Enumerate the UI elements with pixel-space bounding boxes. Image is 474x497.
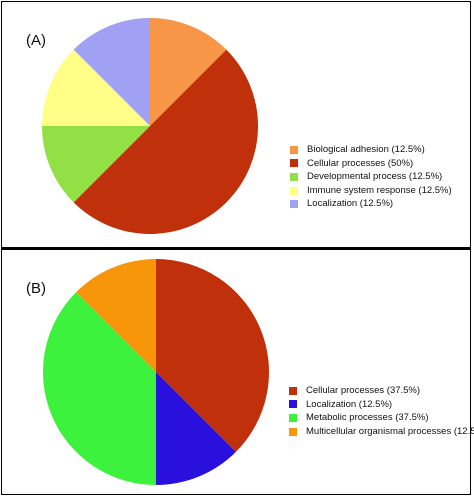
legend-swatch — [289, 386, 297, 395]
pie-chart-a — [42, 18, 258, 235]
legend-label: Metabolic processes (37.5%) — [306, 412, 429, 424]
pie-slice-biological-adhesion — [150, 18, 227, 126]
pie-slice-immune-system-response — [42, 49, 150, 126]
pie-slice-cellular-processes — [156, 259, 269, 452]
legend-label: Cellular processes (37.5%) — [306, 385, 421, 396]
legend-swatch — [290, 172, 298, 181]
legend-swatch — [290, 159, 298, 168]
legend-a-item: Cellular processes (50%) — [290, 157, 452, 171]
legend-label: Multicellular organismal processes (12.5… — [306, 425, 474, 437]
legend-a-item: Localization (12.5%) — [290, 197, 452, 211]
panel-b-label: (B) — [26, 280, 46, 297]
legend-b-item: Multicellular organismal processes (12.5… — [289, 425, 474, 439]
legend-label: Localization (12.5%) — [307, 198, 394, 210]
legend-b-item: Cellular processes (37.5%) — [289, 384, 474, 398]
legend-label: Localization (12.5%) — [306, 398, 393, 410]
legend-swatch — [289, 427, 297, 436]
legend-b-item: Localization (12.5%) — [289, 398, 474, 412]
pie-slice-developmental-process — [42, 126, 150, 203]
legend-b: Cellular processes (37.5%) Localization … — [289, 384, 474, 438]
legend-label: Biological adhesion (12.5%) — [307, 144, 425, 155]
legend-swatch — [290, 145, 298, 154]
legend-a-item: Developmental process (12.5%) — [290, 170, 452, 184]
pie-slice-multicellular-organismal-processes — [76, 259, 156, 372]
legend-swatch — [289, 413, 297, 422]
legend-label: Cellular processes (50%) — [307, 157, 414, 169]
legend-a-item: Biological adhesion (12.5%) — [290, 143, 452, 157]
legend-b-item: Metabolic processes (37.5%) — [289, 411, 474, 425]
pie-chart-b — [42, 259, 269, 485]
legend-label: Immune system response (12.5%) — [307, 184, 452, 196]
legend-a-item: Immune system response (12.5%) — [290, 184, 452, 198]
legend-swatch — [290, 200, 298, 209]
pie-slice-localization — [156, 372, 236, 485]
legend-a: Biological adhesion (12.5%) Cellular pro… — [290, 143, 452, 211]
legend-label: Developmental process (12.5%) — [307, 171, 443, 183]
pie-slice-localization — [73, 18, 150, 126]
panel-b: (B) — [1, 248, 471, 495]
panel-a-label: (A) — [26, 32, 46, 49]
legend-swatch — [289, 400, 297, 409]
pie-slice-cellular-processes — [73, 49, 258, 235]
legend-swatch — [290, 186, 298, 195]
pie-slice-metabolic-processes — [42, 292, 157, 485]
panel-a: (A) — [1, 1, 471, 248]
